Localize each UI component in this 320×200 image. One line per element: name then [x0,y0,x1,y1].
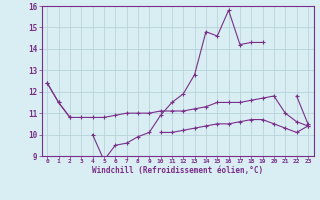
X-axis label: Windchill (Refroidissement éolien,°C): Windchill (Refroidissement éolien,°C) [92,166,263,175]
